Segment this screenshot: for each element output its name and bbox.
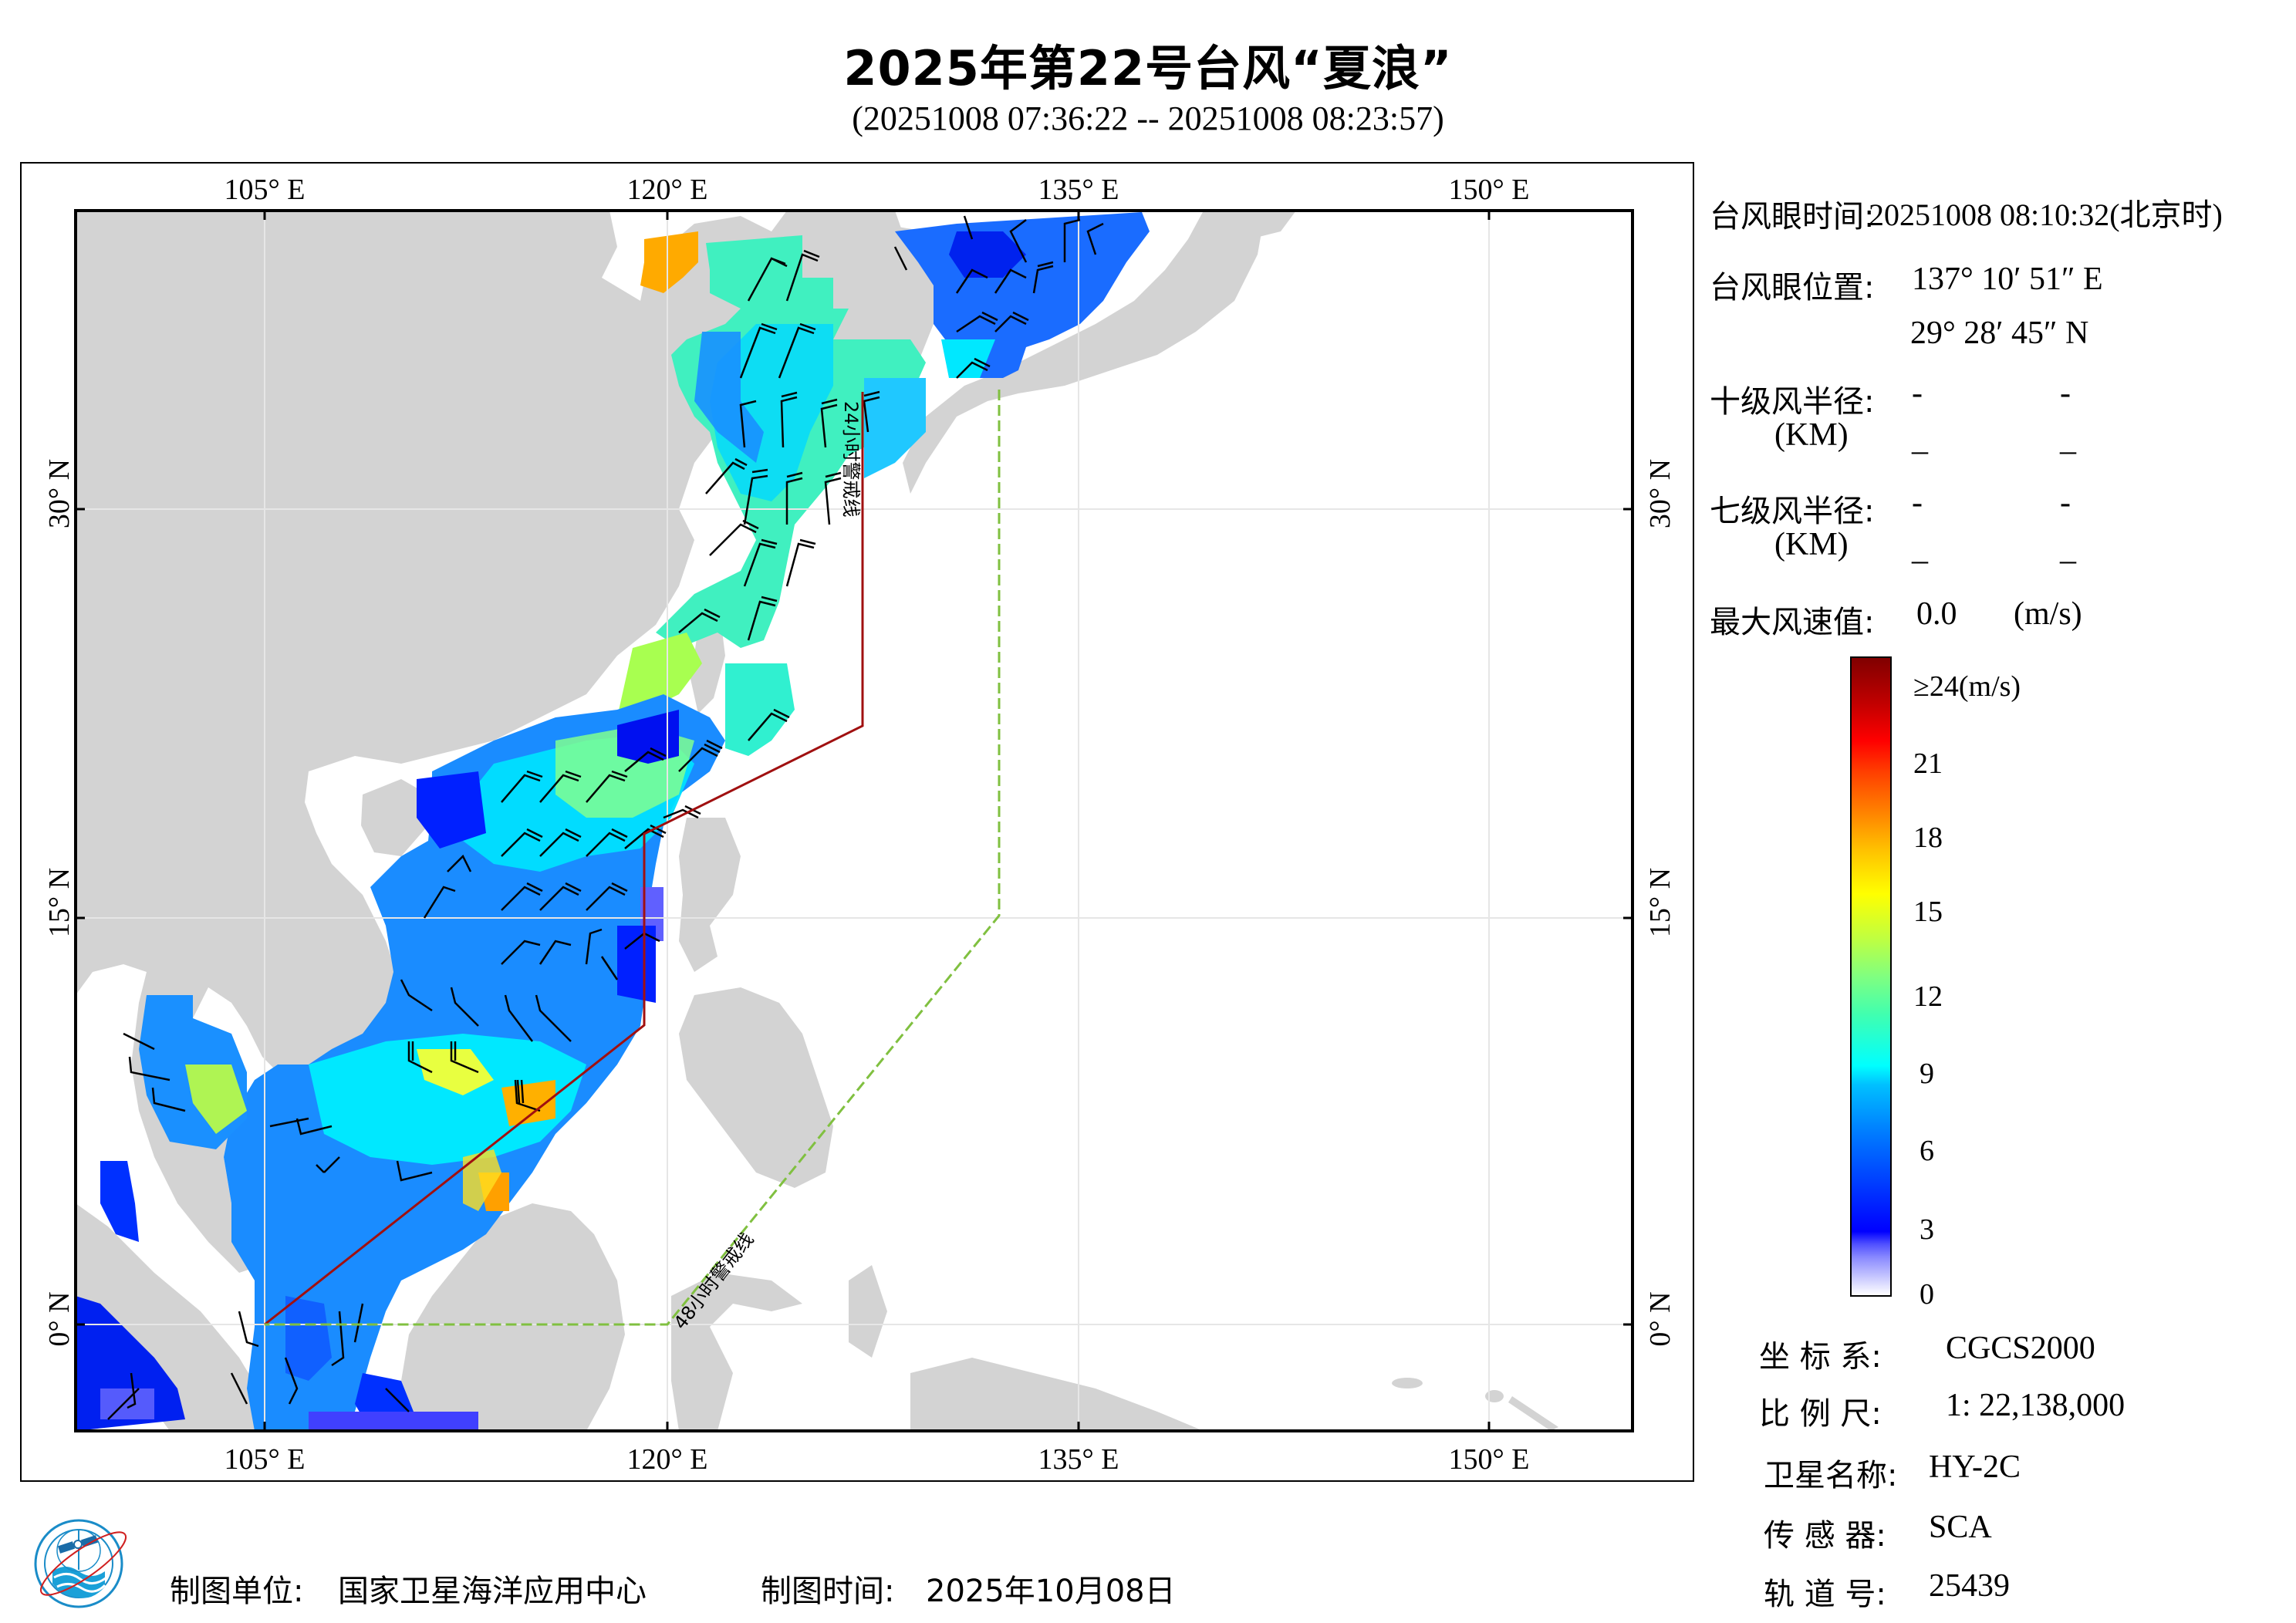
lon-label-top-150: 150° E [1448, 174, 1530, 206]
warning-24h-label: 24小时警戒线 [840, 401, 862, 518]
max-wind-value: 0.0 [1916, 596, 1957, 632]
scale-value: 1: 22,138,000 [1946, 1388, 2125, 1423]
lon-label-bottom-105: 105° E [224, 1443, 306, 1476]
eye-time-label: 台风眼时间: [1710, 199, 1875, 235]
land-borneo [401, 1203, 625, 1431]
r7-value-2: - [2060, 485, 2071, 521]
eye-time-value: 20251008 08:10:32(北京时) [1869, 197, 2223, 232]
colorbar-label-12: 12 [1913, 980, 1943, 1013]
land-sumatra [76, 1203, 270, 1431]
scale-label: 比 例 尺: [1759, 1396, 1882, 1432]
r10-unit: (KM) [1774, 417, 1849, 453]
land-taiwan [690, 625, 725, 714]
r7-value-3: _ [1912, 531, 1928, 567]
land-luzon [679, 818, 741, 972]
r7-value-4: _ [2060, 531, 2076, 567]
r10-label: 十级风半径: [1710, 384, 1875, 420]
crs-value: CGCS2000 [1946, 1331, 2095, 1366]
lat-label-right-15: 15° N [1644, 867, 1676, 938]
r10-value-2: - [2060, 376, 2071, 411]
eye-longitude: 137° 10′ 51″ E [1912, 262, 2103, 297]
date-value: 2025年10月08日 [926, 1574, 1176, 1609]
graticule [76, 211, 1633, 1431]
land-hainan [361, 779, 428, 856]
wind-barbs [107, 215, 1104, 1420]
r7-value-1: - [1912, 485, 1923, 521]
sensor-value: SCA [1929, 1510, 1992, 1545]
r7-label: 七级风半径: [1710, 494, 1875, 529]
eye-latitude: 29° 28′ 45″ N [1910, 315, 2089, 351]
colorbar-label-21: 21 [1913, 747, 1943, 780]
land-hokkaido [1234, 211, 1296, 239]
lat-label-right-30: 30° N [1644, 458, 1676, 529]
lon-label-top-105: 105° E [224, 174, 306, 206]
max-wind-unit: (m/s) [2014, 596, 2082, 632]
axis-ticks [76, 211, 1633, 1431]
max-wind-label: 最大风速值: [1710, 605, 1875, 640]
producer-value: 国家卫星海洋应用中心 [338, 1574, 647, 1609]
sensor-label: 传 感 器: [1764, 1518, 1886, 1554]
warning-line-24h [264, 392, 864, 1326]
orbit-value: 25439 [1929, 1568, 2010, 1604]
colorbar-label-6: 6 [1920, 1135, 1934, 1167]
colorbar-label-15: 15 [1913, 896, 1943, 928]
land-island [1485, 1390, 1504, 1402]
map-frame [74, 209, 1634, 1432]
wind-speed-colorbar [1850, 656, 1892, 1297]
land-island [1508, 1396, 1558, 1431]
lon-label-top-120: 120° E [626, 174, 708, 206]
colorbar-label-3: 3 [1920, 1213, 1934, 1246]
r10-value-3: _ [1912, 422, 1928, 457]
crs-label: 坐 标 系: [1759, 1339, 1882, 1375]
satellite-value: HY-2C [1929, 1449, 2021, 1485]
lon-label-bottom-135: 135° E [1038, 1443, 1119, 1476]
lat-label-left-15: 15° N [43, 867, 76, 938]
lon-label-bottom-120: 120° E [626, 1443, 708, 1476]
land-new-guinea [910, 1358, 1204, 1431]
nsoas-logo-icon [34, 1519, 127, 1608]
lon-label-top-135: 135° E [1038, 174, 1119, 206]
observation-time-range: (20251008 07:36:22 -- 20251008 08:23:57) [852, 100, 1444, 137]
lat-label-left-0: 0° N [43, 1291, 76, 1347]
lon-label-bottom-150: 150° E [1448, 1443, 1530, 1476]
land-halmahera [849, 1265, 887, 1358]
producer-label: 制图单位: [170, 1574, 304, 1609]
map-title: 2025年第22号台风“夏浪” [843, 40, 1453, 96]
land-japan [903, 211, 1265, 494]
eye-position-label: 台风眼位置: [1710, 270, 1875, 305]
colorbar-label-9: 9 [1920, 1058, 1934, 1090]
land-island [1392, 1378, 1423, 1388]
wind-speed-field [76, 212, 1150, 1431]
r7-unit: (KM) [1774, 527, 1849, 562]
date-label: 制图时间: [761, 1574, 895, 1609]
map-outer-frame [20, 162, 1694, 1482]
land-visayas-mindanao [679, 987, 833, 1188]
satellite-label: 卫星名称: [1764, 1458, 1898, 1493]
colorbar-label-24: ≥24(m/s) [1913, 670, 2021, 703]
colorbar-label-0: 0 [1920, 1278, 1934, 1311]
lat-label-left-30: 30° N [43, 458, 76, 529]
colorbar-label-18: 18 [1913, 822, 1943, 854]
land-asia-mainland [76, 211, 910, 1273]
r10-value-4: _ [2060, 422, 2076, 457]
warning-line-48h [265, 390, 1001, 1326]
lat-label-right-0: 0° N [1644, 1291, 1676, 1347]
land-sulawesi [671, 1273, 802, 1431]
r10-value-1: - [1912, 376, 1923, 411]
orbit-label: 轨 道 号: [1764, 1577, 1886, 1612]
